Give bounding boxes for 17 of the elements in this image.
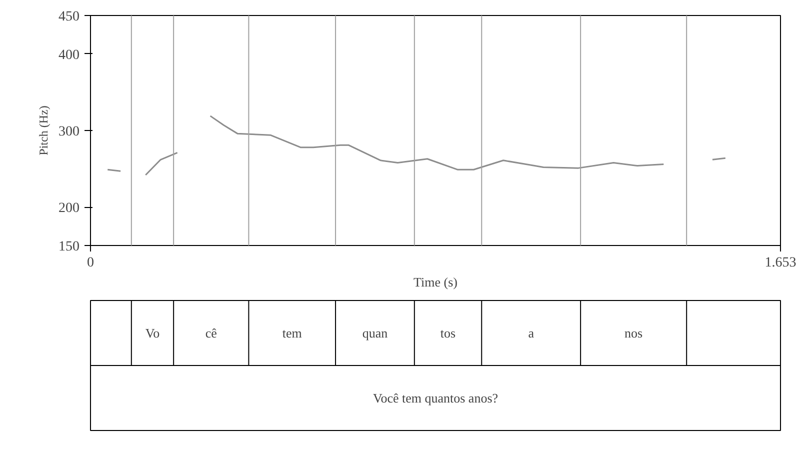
text: cê xyxy=(205,326,218,340)
text: quan xyxy=(362,326,388,340)
y-tick-label: 150 xyxy=(58,240,80,254)
y-axis-title: Pitch (Hz) xyxy=(36,106,50,156)
text: Você tem quantos anos? xyxy=(372,390,498,406)
text: Vo xyxy=(145,326,160,340)
x-tick-label: 0 xyxy=(87,256,94,270)
y-tick-label: 200 xyxy=(58,201,80,216)
x-axis-title: Time (s) xyxy=(414,274,458,290)
y-tick-label: 450 xyxy=(58,10,80,24)
text: a xyxy=(528,326,534,340)
y-tick-label: 400 xyxy=(58,48,80,63)
text: tem xyxy=(282,326,302,340)
x-tick-label: 1.653 xyxy=(764,256,796,270)
y-tick-label: 300 xyxy=(58,124,80,140)
text: tos xyxy=(440,326,456,340)
text: nos xyxy=(624,326,643,340)
